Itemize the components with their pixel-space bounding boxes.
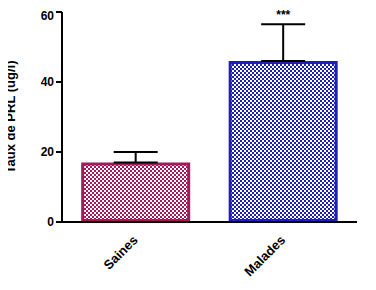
svg-text:Taux de PRL (ug/l): Taux de PRL (ug/l)	[8, 61, 18, 174]
svg-text:Malades: Malades	[241, 232, 288, 279]
svg-text:20: 20	[41, 145, 55, 159]
svg-text:60: 60	[41, 9, 55, 23]
svg-text:Saines: Saines	[100, 232, 140, 272]
svg-text:***: ***	[276, 8, 290, 22]
svg-text:40: 40	[41, 75, 55, 89]
svg-text:0: 0	[47, 215, 54, 229]
